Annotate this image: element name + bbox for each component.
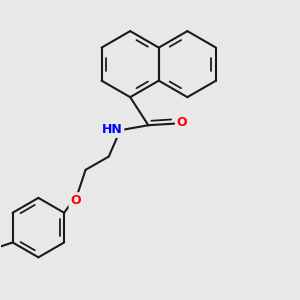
Text: O: O xyxy=(177,116,187,129)
Text: HN: HN xyxy=(102,123,122,136)
Text: O: O xyxy=(70,194,81,207)
